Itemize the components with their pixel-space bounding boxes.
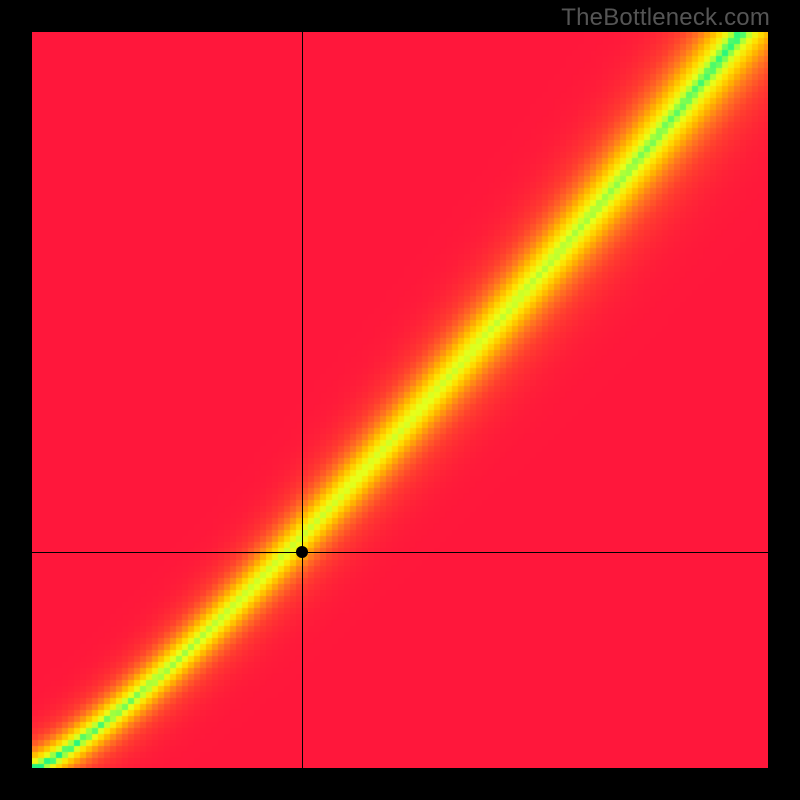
watermark-text: TheBottleneck.com xyxy=(561,4,770,32)
heatmap-plot xyxy=(32,32,768,768)
heatmap-canvas xyxy=(32,32,768,768)
chart-container: TheBottleneck.com xyxy=(0,0,800,800)
data-point-marker xyxy=(296,546,308,558)
crosshair-horizontal xyxy=(32,552,768,553)
crosshair-vertical xyxy=(302,32,303,768)
